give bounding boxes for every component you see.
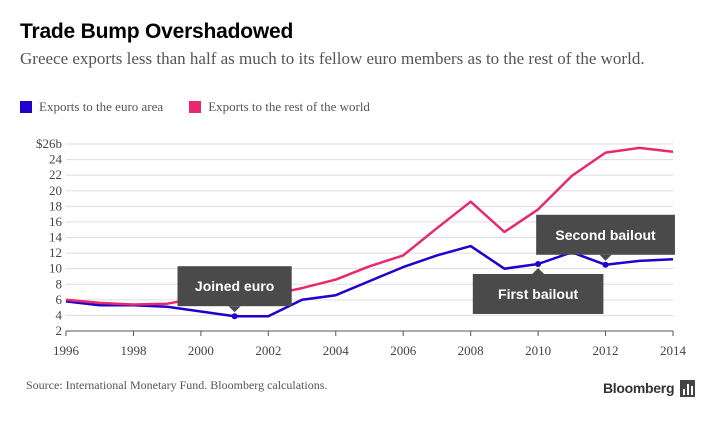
legend-item-euro-area: Exports to the euro area <box>20 99 163 115</box>
series-line-rest-of-world <box>65 146 674 306</box>
y-tick-label: $26b <box>36 136 62 151</box>
y-tick-label: 24 <box>49 152 63 167</box>
legend-label-euro-area: Exports to the euro area <box>39 99 164 114</box>
y-tick-label: 22 <box>49 167 62 182</box>
x-tick-label: 2014 <box>660 343 687 358</box>
y-tick-label: 12 <box>49 245 62 260</box>
legend-item-rest-of-world: Exports to the rest of the world <box>189 99 370 115</box>
x-tick-label: 2004 <box>323 343 350 358</box>
annotation-second-bailout: Second bailout <box>536 214 675 261</box>
annotation-pointer <box>599 254 612 261</box>
annotation-box <box>177 266 292 307</box>
annotation-label: First bailout <box>498 286 578 302</box>
annotation-point-first-bailout <box>535 260 542 267</box>
x-tick-label: 1998 <box>120 343 146 358</box>
annotation-pointer <box>532 267 545 274</box>
x-tick-label: 2008 <box>458 343 484 358</box>
annotation-pointer <box>228 306 241 313</box>
x-tick-label: 2000 <box>188 343 214 358</box>
annotation-label: Second bailout <box>555 227 656 243</box>
y-tick-label: 8 <box>56 276 63 291</box>
y-tick-label: 18 <box>49 198 62 213</box>
chart-subtitle: Greece exports less than half as much to… <box>20 49 645 68</box>
y-tick-label: 6 <box>56 292 63 307</box>
annotation-first-bailout: First bailout <box>472 267 604 314</box>
brand-name: Bloomberg <box>603 380 675 396</box>
y-tick-label: 20 <box>49 183 62 198</box>
legend-label-rest-of-world: Exports to the rest of the world <box>208 99 370 114</box>
legend-swatch-euro-area <box>20 101 32 113</box>
x-tick-label: 2012 <box>593 343 619 358</box>
legend-swatch-rest-of-world <box>189 101 202 113</box>
annotation-point-joined-euro <box>231 313 238 320</box>
x-tick-label: 2002 <box>255 343 281 358</box>
annotation-box <box>472 273 604 314</box>
y-tick-label: 10 <box>49 261 62 276</box>
x-tick-label: 2010 <box>525 343 551 358</box>
legend: Exports to the euro area Exports to the … <box>20 99 396 115</box>
chart-title: Trade Bump Overshadowed <box>20 20 294 43</box>
bloomberg-logo-icon <box>680 380 695 397</box>
source-note: Source: International Monetary Fund. Blo… <box>26 378 328 392</box>
y-tick-label: 14 <box>49 230 63 245</box>
x-tick-label: 1996 <box>53 343 80 358</box>
annotation-label: Joined euro <box>195 278 274 294</box>
annotation-point-second-bailout <box>602 261 609 268</box>
y-tick-label: 16 <box>49 214 63 229</box>
y-tick-label: 2 <box>56 323 63 338</box>
annotation-joined-euro: Joined euro <box>177 266 292 313</box>
y-tick-label: 4 <box>56 307 63 322</box>
annotation-box <box>536 214 675 255</box>
x-tick-label: 2006 <box>390 343 417 358</box>
